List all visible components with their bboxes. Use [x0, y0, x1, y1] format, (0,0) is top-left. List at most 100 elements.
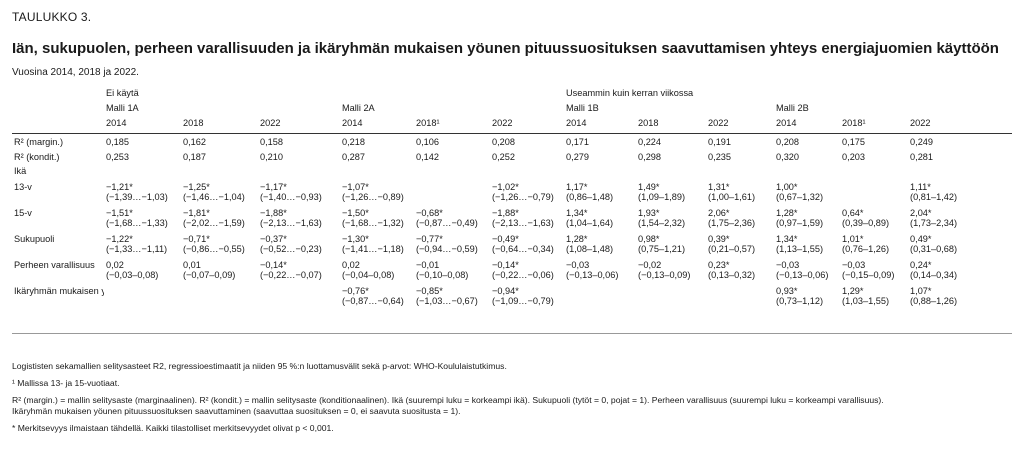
confidence-interval: (−1,03…−0,67) — [416, 296, 478, 306]
estimate-value: −0,68* — [416, 208, 443, 218]
estimate-value: −0,01 — [416, 260, 440, 270]
data-cell: −0,02 (−0,13–0,09) — [636, 257, 706, 283]
data-cell: −0,77* (−0,94…−0,59) — [414, 231, 490, 257]
data-cell: 0,253 — [104, 149, 181, 164]
footnote-superscript: ¹ Mallissa 13- ja 15-vuotiaat. — [12, 378, 120, 388]
confidence-interval: (−1,39…−1,03) — [106, 192, 168, 202]
confidence-interval: (0,75–1,21) — [638, 244, 686, 254]
table-title: Iän, sukupuolen, perheen varallisuuden j… — [12, 40, 999, 57]
estimate-value: −0,14* — [492, 260, 519, 270]
estimate-value: −1,21* — [106, 182, 133, 192]
data-cell: −0,03 (−0,15–0,09) — [840, 257, 908, 283]
data-cell: 1,93* (1,54–2,32) — [636, 205, 706, 231]
data-cell: 1,28* (1,08–1,48) — [564, 231, 636, 257]
year-header: 2022 — [706, 117, 775, 134]
data-cell: 0,281 — [908, 149, 1012, 164]
data-cell: −1,17* (−1,40…−0,93) — [258, 179, 340, 205]
confidence-interval: (1,03–1,55) — [842, 296, 890, 306]
confidence-interval: (−1,26…−0,79) — [492, 192, 554, 202]
confidence-interval: (0,76–1,26) — [842, 244, 890, 254]
model-header: Malli 2A — [342, 103, 375, 113]
table-label: TAULUKKO 3. — [12, 10, 92, 24]
data-cell: 0,218 — [340, 134, 414, 150]
estimate-value: 0,208 — [776, 137, 800, 147]
footnote-definitions: R² (margin.) = mallin selitysaste (margi… — [12, 395, 884, 405]
data-cell: −1,81* (−2,02…−1,59) — [181, 205, 258, 231]
data-cell: −0,01 (−0,10–0,08) — [414, 257, 490, 283]
estimate-value: 1,17* — [566, 182, 588, 192]
data-cell: 1,01* (0,76–1,26) — [840, 231, 908, 257]
data-cell: −0,14* (−0,22…−0,07) — [258, 257, 340, 283]
data-cell: 1,49* (1,09–1,89) — [636, 179, 706, 205]
year-header: 2014 — [104, 117, 181, 134]
estimate-value: 1,93* — [638, 208, 660, 218]
confidence-interval: (−1,33…−1,11) — [106, 244, 168, 254]
footnote-source: Logististen sekamallien selitysasteet R2… — [12, 361, 507, 371]
estimate-value: 0,02 — [342, 260, 360, 270]
estimate-value: −0,76* — [342, 286, 369, 296]
data-cell: −0,94* (−1,09…−0,79) — [490, 283, 565, 334]
estimate-value: 0,162 — [183, 137, 206, 147]
confidence-interval: (−0,52…−0,23) — [260, 244, 322, 254]
confidence-interval: (−0,86…−0,55) — [183, 244, 245, 254]
table-row: Ikäryhmän mukaisen yöunen pituussuosituk… — [12, 283, 1013, 334]
estimate-value: 2,04* — [910, 208, 932, 218]
data-cell: −1,50* (−1,68…−1,32) — [340, 205, 414, 231]
table-row: Perheen varallisuus 0,02 (−0,03–0,08) 0,01(… — [12, 257, 1012, 283]
confidence-interval: (1,13–1,55) — [776, 244, 824, 254]
year-header: 2022 — [258, 117, 340, 134]
estimate-value: −1,88* — [492, 208, 519, 218]
confidence-interval: (−0,13–0,06) — [776, 270, 829, 280]
confidence-interval: (1,54–2,32) — [638, 218, 686, 228]
data-cell — [636, 283, 707, 334]
estimate-value: −0,94* — [492, 286, 519, 296]
row-label: Ikäryhmän mukaisen yöunen pituussuosituk… — [12, 283, 104, 334]
confidence-interval: (−0,87…−0,49) — [416, 218, 478, 228]
data-cell: 0,279 — [564, 149, 636, 164]
confidence-interval: (−0,64…−0,34) — [492, 244, 554, 254]
data-cell: 1,17* (0,86–1,48) — [564, 179, 636, 205]
estimate-value: −1,30* — [342, 234, 369, 244]
table-subtitle: Vuosina 2014, 2018 ja 2022. — [12, 67, 139, 78]
model-header: Malli 1B — [566, 103, 599, 113]
data-cell: 1,07* (0,88–1,26) — [908, 283, 1013, 334]
data-cell: 1,28* (0,97–1,59) — [774, 205, 840, 231]
data-cell: 0,224 — [636, 134, 706, 150]
estimate-value: −1,25* — [183, 182, 210, 192]
data-cell: 1,00* (0,67–1,32) — [774, 179, 840, 205]
data-cell: −1,88* (−2,13…−1,63) — [258, 205, 340, 231]
data-cell — [840, 179, 908, 205]
data-cell: −1,25* (−1,46…−1,04) — [181, 179, 258, 205]
data-cell: 0,01 (−0,07–0,09) — [181, 257, 258, 283]
data-cell: −0,76* (−0,87…−0,64) — [340, 283, 414, 334]
data-cell: 2,06* (1,75–2,36) — [706, 205, 774, 231]
year-header: 2014 — [564, 117, 637, 134]
data-cell: 0,191 — [706, 134, 774, 150]
data-cell: −0,85* (−1,03…−0,67) — [414, 283, 490, 334]
estimate-value: 0,49* — [910, 234, 932, 244]
estimate-value: −1,88* — [260, 208, 287, 218]
data-cell: 0,175 — [840, 134, 908, 150]
estimate-value: 0,175 — [842, 137, 866, 147]
estimate-value: −1,07* — [342, 182, 369, 192]
confidence-interval: (−1,46…−1,04) — [183, 192, 245, 202]
confidence-interval: (1,09–1,89) — [638, 192, 686, 202]
estimate-value: 0,320 — [776, 152, 800, 162]
data-cell: −0,37* (−0,52…−0,23) — [258, 231, 340, 257]
data-cell: 1,11* (0,81–1,42) — [908, 179, 1012, 205]
data-cell: 0,162 — [181, 134, 258, 150]
confidence-interval: (0,88–1,26) — [910, 296, 958, 306]
model-header: Malli 2B — [776, 103, 809, 113]
confidence-interval: (−2,13…−1,63) — [260, 218, 322, 228]
data-cell: −1,30* (−1,41…−1,18) — [340, 231, 414, 257]
row-label: Ikä — [14, 166, 27, 176]
data-cell: 0,235 — [706, 149, 774, 164]
confidence-interval: (−0,13–0,09) — [638, 270, 691, 280]
confidence-interval: (0,39–0,89) — [842, 218, 890, 228]
confidence-interval: (−1,68…−1,33) — [106, 218, 168, 228]
data-cell: 0,252 — [490, 149, 564, 164]
group-header: Ei käytä — [106, 88, 139, 98]
data-cell: 0,142 — [414, 149, 490, 164]
data-cell: 1,34* (1,04–1,64) — [564, 205, 636, 231]
data-cell: 0,64* (0,39–0,89) — [840, 205, 908, 231]
